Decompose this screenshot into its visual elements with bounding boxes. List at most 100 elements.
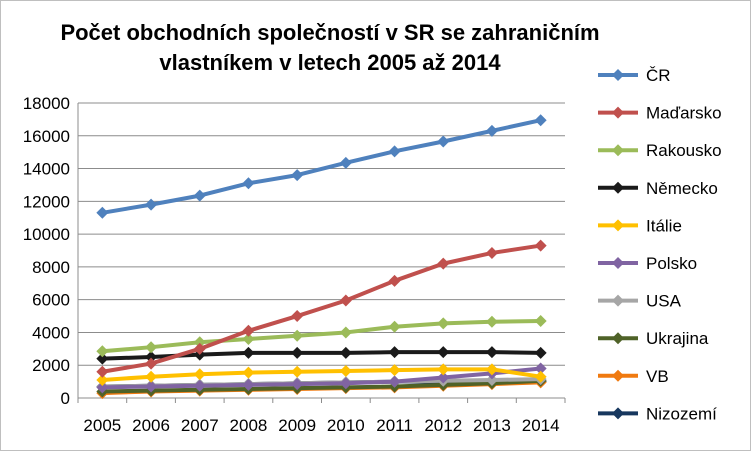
data-point <box>291 310 304 323</box>
x-tick-label: 2014 <box>522 416 560 435</box>
data-point <box>437 346 450 359</box>
data-point <box>145 357 158 370</box>
data-point <box>339 294 352 307</box>
data-point <box>339 346 352 359</box>
legend-label: Polsko <box>646 254 697 273</box>
x-tick-label: 2007 <box>181 416 219 435</box>
data-point <box>437 135 450 148</box>
data-point <box>534 239 547 252</box>
data-point <box>193 368 206 381</box>
data-point <box>534 362 547 375</box>
data-point <box>96 365 109 378</box>
data-point <box>339 364 352 377</box>
y-tick-label: 6000 <box>32 291 70 310</box>
data-point <box>388 364 401 377</box>
legend-label: USA <box>646 292 682 311</box>
legend-marker <box>612 294 624 307</box>
legend-label: Rakousko <box>646 141 722 160</box>
data-point <box>437 371 450 384</box>
x-tick-label: 2010 <box>327 416 365 435</box>
x-tick-label: 2012 <box>424 416 462 435</box>
data-point <box>145 198 158 211</box>
data-point <box>145 370 158 383</box>
data-point <box>339 156 352 169</box>
x-tick-label: 2005 <box>83 416 121 435</box>
data-point <box>96 352 109 365</box>
data-point <box>339 326 352 339</box>
data-point <box>485 346 498 359</box>
data-point <box>534 346 547 359</box>
y-tick-label: 12000 <box>23 192 70 211</box>
series-line <box>102 367 541 382</box>
legend-marker <box>612 144 624 157</box>
data-point <box>242 177 255 190</box>
y-tick-label: 10000 <box>23 225 70 244</box>
data-point <box>339 377 352 390</box>
legend-marker <box>612 181 624 194</box>
data-point <box>96 345 109 358</box>
data-point <box>242 378 255 391</box>
series-line <box>102 118 542 215</box>
data-point <box>96 373 109 386</box>
legend-label: ČR <box>646 66 671 85</box>
data-point <box>242 333 255 345</box>
data-point <box>534 114 547 127</box>
data-point <box>485 315 498 328</box>
data-point <box>291 329 304 342</box>
data-point <box>145 351 158 364</box>
data-point <box>485 124 498 137</box>
series-line <box>102 378 541 394</box>
data-point <box>193 336 206 349</box>
data-point <box>145 341 158 354</box>
y-tick-label: 0 <box>61 389 70 408</box>
data-point <box>242 346 255 359</box>
data-point <box>291 378 304 391</box>
chart-title: Počet obchodních společností v SR se zah… <box>20 18 640 78</box>
y-tick-label: 16000 <box>23 127 70 146</box>
legend-marker <box>612 257 624 269</box>
legend-label: VB <box>646 367 669 386</box>
legend-marker <box>612 332 624 345</box>
data-point <box>242 366 255 379</box>
series-line <box>102 366 541 390</box>
y-tick-label: 4000 <box>32 323 70 342</box>
x-tick-label: 2013 <box>473 416 511 435</box>
data-point <box>193 189 206 202</box>
data-point <box>388 274 401 287</box>
x-tick-label: 2006 <box>132 416 170 435</box>
data-point <box>193 379 206 392</box>
chart-title-line2: vlastníkem v letech 2005 až 2014 <box>159 50 501 75</box>
data-point <box>193 342 206 355</box>
data-point <box>437 257 450 270</box>
y-tick-label: 14000 <box>23 160 70 179</box>
legend-label: Maďarsko <box>646 104 722 123</box>
legend-label: Nizozemí <box>646 404 717 423</box>
data-point <box>534 370 547 383</box>
legend-label: Německo <box>646 179 718 198</box>
series-line <box>102 243 541 374</box>
x-tick-label: 2011 <box>376 416 413 435</box>
legend-marker <box>612 69 624 81</box>
data-point <box>291 346 304 359</box>
data-point <box>485 246 498 259</box>
data-point <box>437 363 450 376</box>
chart-title-line1: Počet obchodních společností v SR se zah… <box>60 20 600 45</box>
legend-marker <box>612 106 624 119</box>
data-point <box>291 365 304 378</box>
y-tick-label: 18000 <box>23 94 70 113</box>
data-point <box>437 317 450 330</box>
data-point <box>145 380 158 393</box>
legend-label: Ukrajina <box>646 329 709 348</box>
y-tick-label: 8000 <box>32 258 70 277</box>
x-tick-label: 2009 <box>278 416 316 435</box>
data-point <box>242 324 255 337</box>
x-tick-label: 2008 <box>230 416 268 435</box>
series-line <box>102 318 541 354</box>
data-point <box>96 381 109 394</box>
data-point <box>291 169 304 182</box>
legend-marker <box>612 219 624 232</box>
data-point <box>388 375 401 388</box>
data-point <box>388 145 401 158</box>
